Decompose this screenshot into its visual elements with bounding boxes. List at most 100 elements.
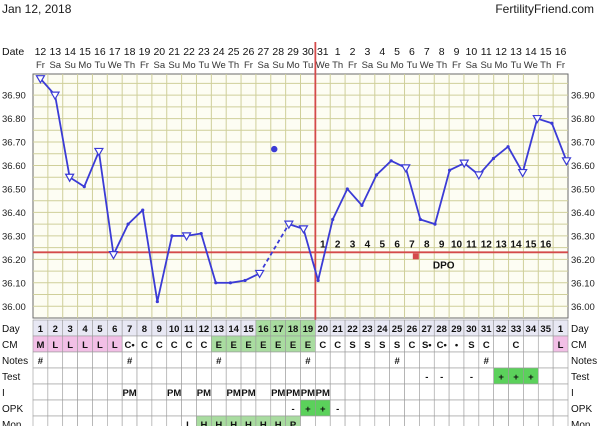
row-cell-cm: C xyxy=(483,340,490,351)
weekday-label: Mo xyxy=(390,60,403,71)
row-cell-notes: # xyxy=(127,356,133,367)
row-cell xyxy=(211,399,227,417)
row-cell-cm: C xyxy=(186,340,193,351)
row-cell-cm: E xyxy=(305,340,311,351)
row-cell-cm: C xyxy=(141,340,148,351)
row-cell xyxy=(196,399,212,417)
y-tick-left: 36.50 xyxy=(2,184,26,195)
date-label: 26 xyxy=(243,46,255,58)
row-cell-test: + xyxy=(528,372,534,383)
row-cell-cm: E xyxy=(290,340,296,351)
date-label: 16 xyxy=(94,46,106,58)
row-cell-day: 18 xyxy=(288,324,299,335)
row-cell xyxy=(552,415,569,426)
date-label: 13 xyxy=(49,46,61,58)
row-cell-notes: # xyxy=(484,356,490,367)
row-cell-i: PM xyxy=(122,388,136,399)
row-cell xyxy=(359,415,376,426)
temperature-point xyxy=(50,91,61,101)
date-label: 19 xyxy=(139,46,151,58)
row-cell xyxy=(508,383,524,401)
row-label-right: OPK xyxy=(571,404,592,415)
temperature-segment xyxy=(317,219,334,281)
row-cell xyxy=(359,399,376,417)
row-cell-test: + xyxy=(513,372,519,383)
y-tick-right: 36.00 xyxy=(571,302,595,313)
row-cell-cm: L xyxy=(67,340,73,351)
row-cell xyxy=(419,351,435,369)
row-cell-notes: # xyxy=(38,356,44,367)
temperature-segment xyxy=(361,174,378,206)
row-cell xyxy=(285,351,301,369)
date-label: 25 xyxy=(228,46,240,58)
temperature-point xyxy=(141,208,145,212)
row-cell xyxy=(478,367,494,385)
weekday-label: Tu xyxy=(303,60,314,71)
date-label: 30 xyxy=(302,46,314,58)
temperature-point xyxy=(243,278,247,283)
date-label: 9 xyxy=(454,46,460,58)
row-cell xyxy=(121,415,138,426)
row-cell xyxy=(329,351,346,369)
row-cell xyxy=(404,399,420,417)
row-cell xyxy=(166,351,182,369)
row-cell-test: + xyxy=(498,372,504,383)
row-cell xyxy=(359,383,376,401)
row-cell xyxy=(107,383,123,401)
row-cell xyxy=(225,399,242,417)
temperature-point xyxy=(331,217,335,222)
row-cell-i: PM xyxy=(316,388,330,399)
row-cell xyxy=(92,351,108,369)
row-cell-cm: S xyxy=(364,340,370,351)
row-cell-opk: + xyxy=(305,404,311,415)
row-cell-cm: L xyxy=(112,340,118,351)
temperature-segment xyxy=(200,233,217,284)
row-cell-test: - xyxy=(440,372,443,383)
row-cell xyxy=(255,383,272,401)
row-cell xyxy=(92,415,108,426)
row-cell-cm: E xyxy=(260,340,266,351)
row-cell xyxy=(389,399,405,417)
row-cell xyxy=(32,383,49,401)
temperature-point xyxy=(506,145,510,149)
temperature-point xyxy=(345,187,349,191)
row-label-left: I xyxy=(2,388,5,399)
row-cell xyxy=(329,383,346,401)
row-cell xyxy=(92,367,108,385)
row-cell xyxy=(47,399,64,417)
date-label: 13 xyxy=(510,46,522,58)
row-cell-day: 2 xyxy=(53,324,58,335)
dpo-label: 14 xyxy=(510,239,522,250)
row-label-right: Test xyxy=(571,372,590,383)
row-cell xyxy=(196,351,212,369)
temperature-segment xyxy=(449,162,465,172)
row-cell-day: 6 xyxy=(112,324,117,335)
temperature-segment xyxy=(375,160,392,176)
row-cell xyxy=(552,367,569,385)
row-cell-cm: S xyxy=(349,340,355,351)
temperature-point xyxy=(170,234,174,238)
row-cell xyxy=(166,415,182,426)
dpo-label: 2 xyxy=(335,239,341,250)
weekday-label: Sa xyxy=(362,60,374,71)
row-cell-day: 1 xyxy=(558,324,564,335)
row-cell xyxy=(62,367,78,385)
temperature-point xyxy=(126,222,130,226)
row-cell-cm: S• xyxy=(422,340,432,351)
y-tick-left: 36.40 xyxy=(2,208,26,219)
weekday-label: We xyxy=(524,60,538,71)
weekday-label: Fr xyxy=(348,60,357,71)
temperature-segment xyxy=(521,118,539,173)
row-cell-cm: C xyxy=(319,340,326,351)
row-cell xyxy=(329,367,346,385)
temperature-point xyxy=(108,251,119,260)
y-tick-left: 36.10 xyxy=(2,278,26,289)
row-cell xyxy=(62,399,78,417)
row-cell xyxy=(151,351,168,369)
temperature-segment xyxy=(420,218,436,226)
date-label: 5 xyxy=(394,46,400,58)
row-cell xyxy=(552,383,569,401)
temperature-point xyxy=(254,269,265,279)
dpo-text: DPO xyxy=(433,260,455,271)
temperature-point xyxy=(448,168,452,172)
